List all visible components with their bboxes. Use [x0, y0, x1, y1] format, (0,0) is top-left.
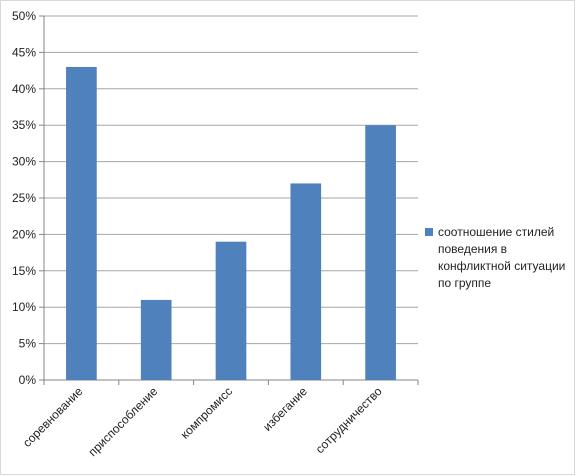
- y-tick-label: 25%: [12, 191, 36, 205]
- legend-swatch: [425, 228, 433, 236]
- y-tick-label: 20%: [12, 227, 36, 241]
- x-category-label: приспособление: [85, 384, 160, 459]
- x-category-label: соревнование: [20, 384, 86, 450]
- y-tick-label: 30%: [12, 155, 36, 169]
- y-tick-label: 5%: [19, 337, 37, 351]
- legend-label: соотношение стилей поведения в конфликтной…: [438, 225, 565, 290]
- bar: [290, 183, 322, 380]
- x-category-label: компромисс: [178, 384, 235, 441]
- y-tick-label: 45%: [12, 45, 36, 59]
- y-tick-label: 10%: [12, 300, 36, 314]
- bar: [215, 241, 247, 380]
- bar: [365, 125, 396, 380]
- x-category-label: сотрудничество: [313, 384, 385, 456]
- y-tick-label: 40%: [12, 82, 36, 96]
- y-tick-label: 0%: [19, 373, 37, 387]
- bar: [140, 299, 172, 380]
- y-tick-label: 15%: [12, 264, 36, 278]
- bar: [66, 66, 97, 381]
- y-tick-label: 50%: [12, 9, 36, 23]
- x-category-label: избегание: [260, 384, 310, 434]
- y-tick-label: 35%: [12, 118, 36, 132]
